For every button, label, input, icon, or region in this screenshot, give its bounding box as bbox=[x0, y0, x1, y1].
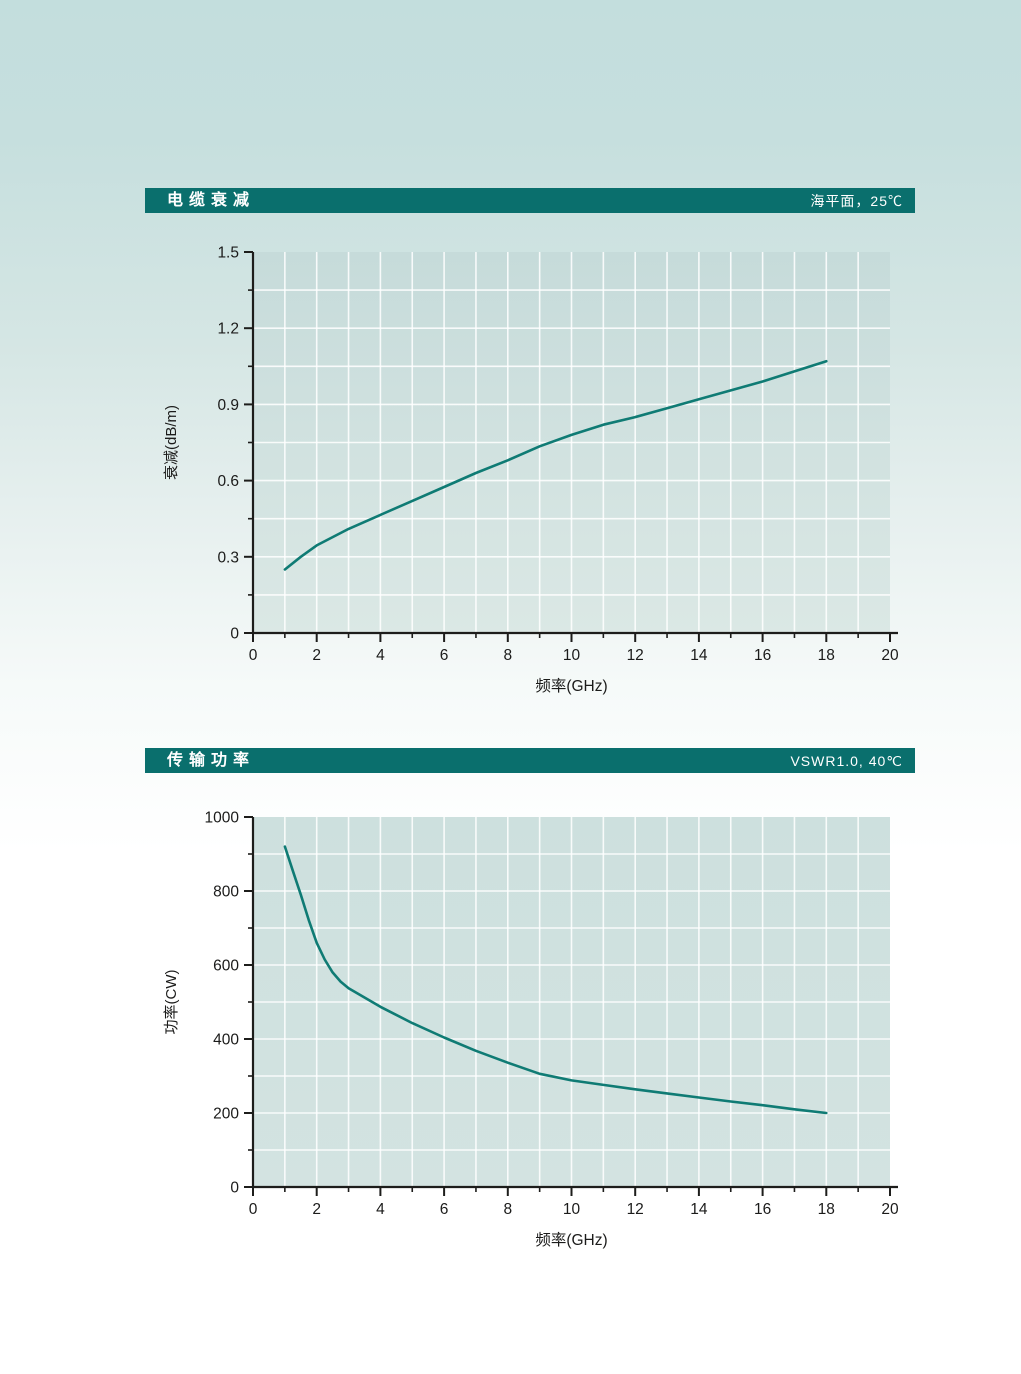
y-tick-label: 0.6 bbox=[217, 473, 239, 490]
power-title: 传输功率 bbox=[167, 751, 256, 769]
power-chart: 0 2 4 6 8 10 12 14 16 18 2002004006008001000频率(GHz… bbox=[163, 810, 899, 1250]
x-axis-title: 频率(GHz) bbox=[535, 677, 607, 695]
power-header-bar: 传输功率 VSWR1.0, 40℃ bbox=[145, 748, 915, 773]
y-tick-label: 200 bbox=[213, 1106, 239, 1123]
attenuation-condition: 海平面，25℃ bbox=[810, 192, 903, 209]
data-curve bbox=[283, 845, 828, 1115]
x-tick-label: 2 bbox=[312, 647, 321, 664]
x-tick-label: 20 bbox=[881, 1201, 899, 1218]
power-condition: VSWR1.0, 40℃ bbox=[790, 752, 903, 769]
x-tick-label: 2 bbox=[312, 1201, 321, 1218]
x-tick-label: 8 bbox=[503, 1201, 512, 1218]
y-tick-label: 0 bbox=[230, 626, 239, 643]
x-tick-label: 18 bbox=[818, 1201, 835, 1218]
x-tick-label: 6 bbox=[440, 1201, 449, 1218]
y-axis-title: 衰减(dB/m) bbox=[163, 405, 180, 480]
x-tick-label: 4 bbox=[376, 647, 385, 664]
x-tick-label: 14 bbox=[690, 647, 708, 664]
x-tick-label: 10 bbox=[563, 1201, 581, 1218]
x-tick-label: 12 bbox=[627, 647, 644, 664]
y-tick-label: 0.3 bbox=[217, 549, 239, 566]
y-tick-label: 1.5 bbox=[217, 245, 239, 262]
x-tick-label: 10 bbox=[563, 647, 581, 664]
x-tick-label: 0 bbox=[249, 647, 258, 664]
x-tick-label: 16 bbox=[754, 1201, 771, 1218]
y-axis-title: 功率(CW) bbox=[163, 970, 180, 1035]
attenuation-title: 电缆衰减 bbox=[167, 191, 256, 209]
x-axis-title: 频率(GHz) bbox=[535, 1231, 607, 1249]
attenuation-header-bar: 电缆衰减 海平面，25℃ bbox=[145, 188, 915, 213]
data-curve bbox=[283, 359, 828, 571]
y-tick-label: 0 bbox=[230, 1180, 239, 1197]
x-tick-label: 18 bbox=[818, 647, 835, 664]
y-tick-label: 1.2 bbox=[217, 321, 239, 338]
y-tick-label: 400 bbox=[213, 1032, 239, 1049]
x-tick-label: 8 bbox=[503, 647, 512, 664]
y-tick-label: 600 bbox=[213, 958, 239, 975]
y-tick-label: 800 bbox=[213, 884, 239, 901]
y-tick-label: 0.9 bbox=[217, 397, 239, 414]
x-tick-label: 0 bbox=[249, 1201, 258, 1218]
y-tick-label: 1000 bbox=[205, 810, 240, 827]
x-tick-label: 16 bbox=[754, 647, 771, 664]
x-tick-label: 4 bbox=[376, 1201, 385, 1218]
attenuation-chart: 0 2 4 6 8 10 12 14 16 18 20 0 0.3 0.6 0.9 1.2 1.5 频率(GHz)… bbox=[163, 245, 899, 696]
x-tick-label: 12 bbox=[627, 1201, 644, 1218]
x-tick-label: 14 bbox=[690, 1201, 708, 1218]
x-tick-label: 6 bbox=[440, 647, 449, 664]
x-tick-label: 20 bbox=[881, 647, 899, 664]
